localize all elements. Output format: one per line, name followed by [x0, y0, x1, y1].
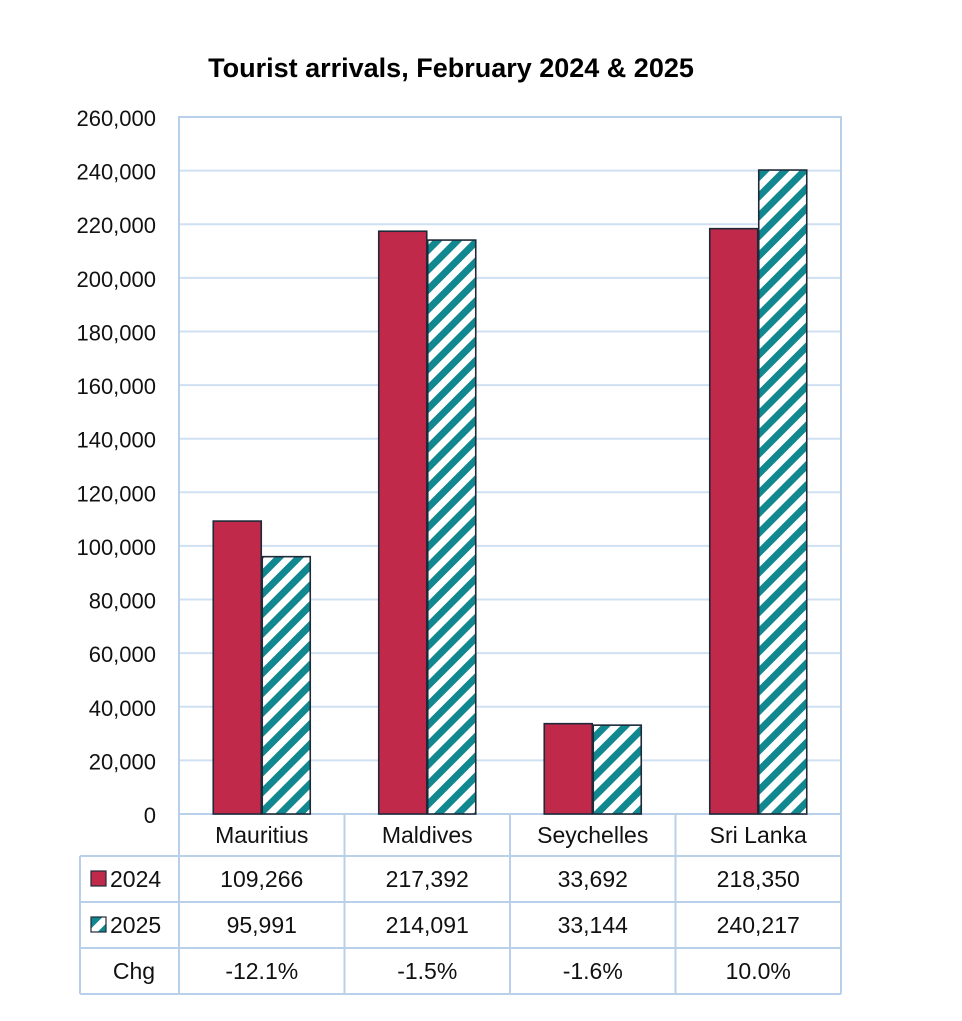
y-tick-label: 160,000	[76, 374, 156, 399]
bar-2025-sri-lanka	[757, 169, 808, 815]
table-cell: 214,091	[386, 912, 469, 938]
table-cell: 33,692	[558, 866, 628, 892]
table-cell: -12.1%	[225, 958, 298, 984]
legend-label: 2024	[110, 866, 161, 892]
bars	[212, 169, 808, 815]
chart-title: Tourist arrivals, February 2024 & 2025	[208, 53, 694, 83]
y-tick-label: 120,000	[76, 481, 156, 506]
y-tick-label: 0	[144, 803, 156, 828]
legend-label: 2025	[110, 912, 161, 938]
bar-2025-maldives	[426, 239, 477, 815]
data-table: Mauritius Maldives Seychelles Sri Lanka 2024…	[79, 814, 842, 995]
bar-2024-maldives	[377, 230, 428, 815]
y-tick-label: 220,000	[76, 213, 156, 238]
table-cell: 109,266	[220, 866, 303, 892]
y-tick-label: 260,000	[76, 106, 156, 131]
y-tick-label: 180,000	[76, 320, 156, 345]
legend-key-2024	[90, 870, 107, 887]
row-label: Chg	[113, 958, 155, 984]
y-tick-label: 60,000	[89, 642, 156, 667]
category-label: Maldives	[382, 822, 473, 848]
bar-2024-mauritius	[212, 520, 263, 815]
table-cell: 10.0%	[726, 958, 791, 984]
table-cell: 217,392	[386, 866, 469, 892]
y-tick-label: 240,000	[76, 160, 156, 185]
y-tick-label: 100,000	[76, 535, 156, 560]
table-cell: 95,991	[227, 912, 297, 938]
table-cell: 218,350	[717, 866, 800, 892]
table-cell: -1.6%	[563, 958, 623, 984]
y-tick-label: 200,000	[76, 267, 156, 292]
bar-2024-seychelles	[543, 722, 594, 815]
category-label: Seychelles	[537, 822, 648, 848]
table-cell: 33,144	[558, 912, 629, 938]
bar-2024-sri-lanka	[708, 227, 759, 815]
bar-2025-mauritius	[261, 555, 312, 815]
table-cell: 240,217	[717, 912, 800, 938]
table-cell: -1.5%	[397, 958, 457, 984]
y-tick-label: 140,000	[76, 428, 156, 453]
y-tick-label: 40,000	[89, 696, 156, 721]
y-axis: 0 20,000 40,000 60,000 80,000 100,000 120,000 1…	[76, 106, 156, 828]
category-label: Sri Lanka	[710, 822, 807, 848]
y-tick-label: 20,000	[89, 749, 156, 774]
bar-2025-seychelles	[592, 724, 643, 815]
legend-key-2025	[90, 916, 107, 933]
y-tick-label: 80,000	[89, 589, 156, 614]
category-label: Mauritius	[215, 822, 308, 848]
gridlines	[178, 116, 842, 815]
